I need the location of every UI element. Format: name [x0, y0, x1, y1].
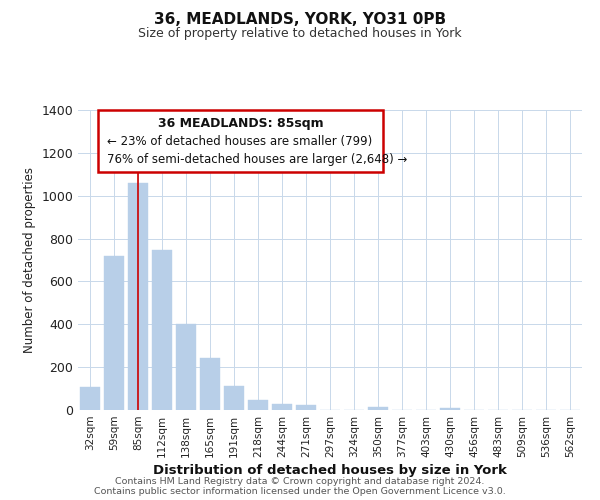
Text: 36 MEADLANDS: 85sqm: 36 MEADLANDS: 85sqm — [158, 118, 323, 130]
Bar — [200, 358, 220, 410]
FancyBboxPatch shape — [98, 110, 383, 172]
Y-axis label: Number of detached properties: Number of detached properties — [23, 167, 36, 353]
Bar — [104, 256, 124, 410]
Bar — [224, 386, 244, 410]
Text: Contains public sector information licensed under the Open Government Licence v3: Contains public sector information licen… — [94, 487, 506, 496]
Text: ← 23% of detached houses are smaller (799): ← 23% of detached houses are smaller (79… — [107, 136, 373, 148]
Text: Contains HM Land Registry data © Crown copyright and database right 2024.: Contains HM Land Registry data © Crown c… — [115, 477, 485, 486]
Bar — [296, 406, 316, 410]
Bar — [152, 250, 172, 410]
Bar — [128, 183, 148, 410]
Bar — [176, 324, 196, 410]
Text: 36, MEADLANDS, YORK, YO31 0PB: 36, MEADLANDS, YORK, YO31 0PB — [154, 12, 446, 28]
Bar — [248, 400, 268, 410]
Bar — [272, 404, 292, 410]
Bar — [80, 387, 100, 410]
X-axis label: Distribution of detached houses by size in York: Distribution of detached houses by size … — [153, 464, 507, 477]
Bar — [440, 408, 460, 410]
Text: 76% of semi-detached houses are larger (2,648) →: 76% of semi-detached houses are larger (… — [107, 154, 407, 166]
Bar — [368, 407, 388, 410]
Text: Size of property relative to detached houses in York: Size of property relative to detached ho… — [138, 28, 462, 40]
